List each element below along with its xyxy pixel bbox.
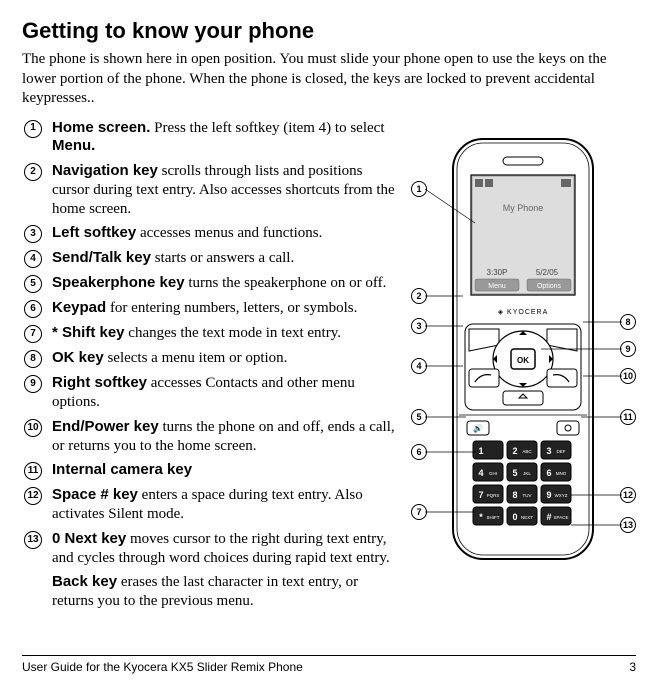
item-text: Left softkey accesses menus and function… <box>52 224 322 243</box>
item-text: Back key erases the last character in te… <box>52 573 403 611</box>
list-column: 1 Home screen. Press the left softkey (it… <box>22 119 403 617</box>
phone-column: 1 2 3 4 5 6 7 8 9 10 11 12 13 <box>411 119 636 569</box>
item-text: Speakerphone key turns the speakerphone … <box>52 274 386 293</box>
bullet: 2 <box>22 163 44 181</box>
page-title: Getting to know your phone <box>22 18 636 44</box>
bullet <box>22 574 44 592</box>
item-text: End/Power key turns the phone on and off… <box>52 418 403 456</box>
bullet: 12 <box>22 487 44 505</box>
bullet: 11 <box>22 462 44 480</box>
list-item: 1 Home screen. Press the left softkey (it… <box>22 119 403 157</box>
leader-lines <box>411 119 636 559</box>
bullet: 13 <box>22 531 44 549</box>
bullet: 9 <box>22 375 44 393</box>
list-item: 6 Keypad for entering numbers, letters, o… <box>22 299 403 318</box>
item-text: Home screen. Press the left softkey (ite… <box>52 119 403 157</box>
item-text: * Shift key changes the text mode in tex… <box>52 324 341 343</box>
content-row: 1 Home screen. Press the left softkey (it… <box>22 119 636 617</box>
list-item: 7 * Shift key changes the text mode in te… <box>22 324 403 343</box>
list-item: 5 Speakerphone key turns the speakerphone… <box>22 274 403 293</box>
list-item: 4 Send/Talk key starts or answers a call. <box>22 249 403 268</box>
item-text: Keypad for entering numbers, letters, or… <box>52 299 357 318</box>
bullet: 7 <box>22 325 44 343</box>
list-item: 9 Right softkey accesses Contacts and oth… <box>22 374 403 412</box>
list-item: 11 Internal camera key <box>22 461 403 480</box>
bullet: 10 <box>22 419 44 437</box>
item-text: Send/Talk key starts or answers a call. <box>52 249 294 268</box>
footer-page: 3 <box>629 660 636 674</box>
bullet: 3 <box>22 225 44 243</box>
list-item: 3 Left softkey accesses menus and functio… <box>22 224 403 243</box>
list-item: 12 Space # key enters a space during text… <box>22 486 403 524</box>
list-item: 10 End/Power key turns the phone on and o… <box>22 418 403 456</box>
item-text: OK key selects a menu item or option. <box>52 349 287 368</box>
item-text: 0 Next key moves cursor to the right dur… <box>52 530 403 568</box>
bullet: 6 <box>22 300 44 318</box>
list-item: 8 OK key selects a menu item or option. <box>22 349 403 368</box>
item-text: Space # key enters a space during text e… <box>52 486 403 524</box>
footer: User Guide for the Kyocera KX5 Slider Re… <box>22 655 636 674</box>
intro-text: The phone is shown here in open position… <box>22 50 636 109</box>
bullet: 8 <box>22 350 44 368</box>
item-text: Internal camera key <box>52 461 192 480</box>
bullet: 5 <box>22 275 44 293</box>
bullet: 1 <box>22 120 44 138</box>
list-item: 13 0 Next key moves cursor to the right d… <box>22 530 403 568</box>
item-text: Navigation key scrolls through lists and… <box>52 162 403 218</box>
list-item: Back key erases the last character in te… <box>22 573 403 611</box>
footer-left: User Guide for the Kyocera KX5 Slider Re… <box>22 660 303 674</box>
item-text: Right softkey accesses Contacts and othe… <box>52 374 403 412</box>
bullet: 4 <box>22 250 44 268</box>
list-item: 2 Navigation key scrolls through lists an… <box>22 162 403 218</box>
